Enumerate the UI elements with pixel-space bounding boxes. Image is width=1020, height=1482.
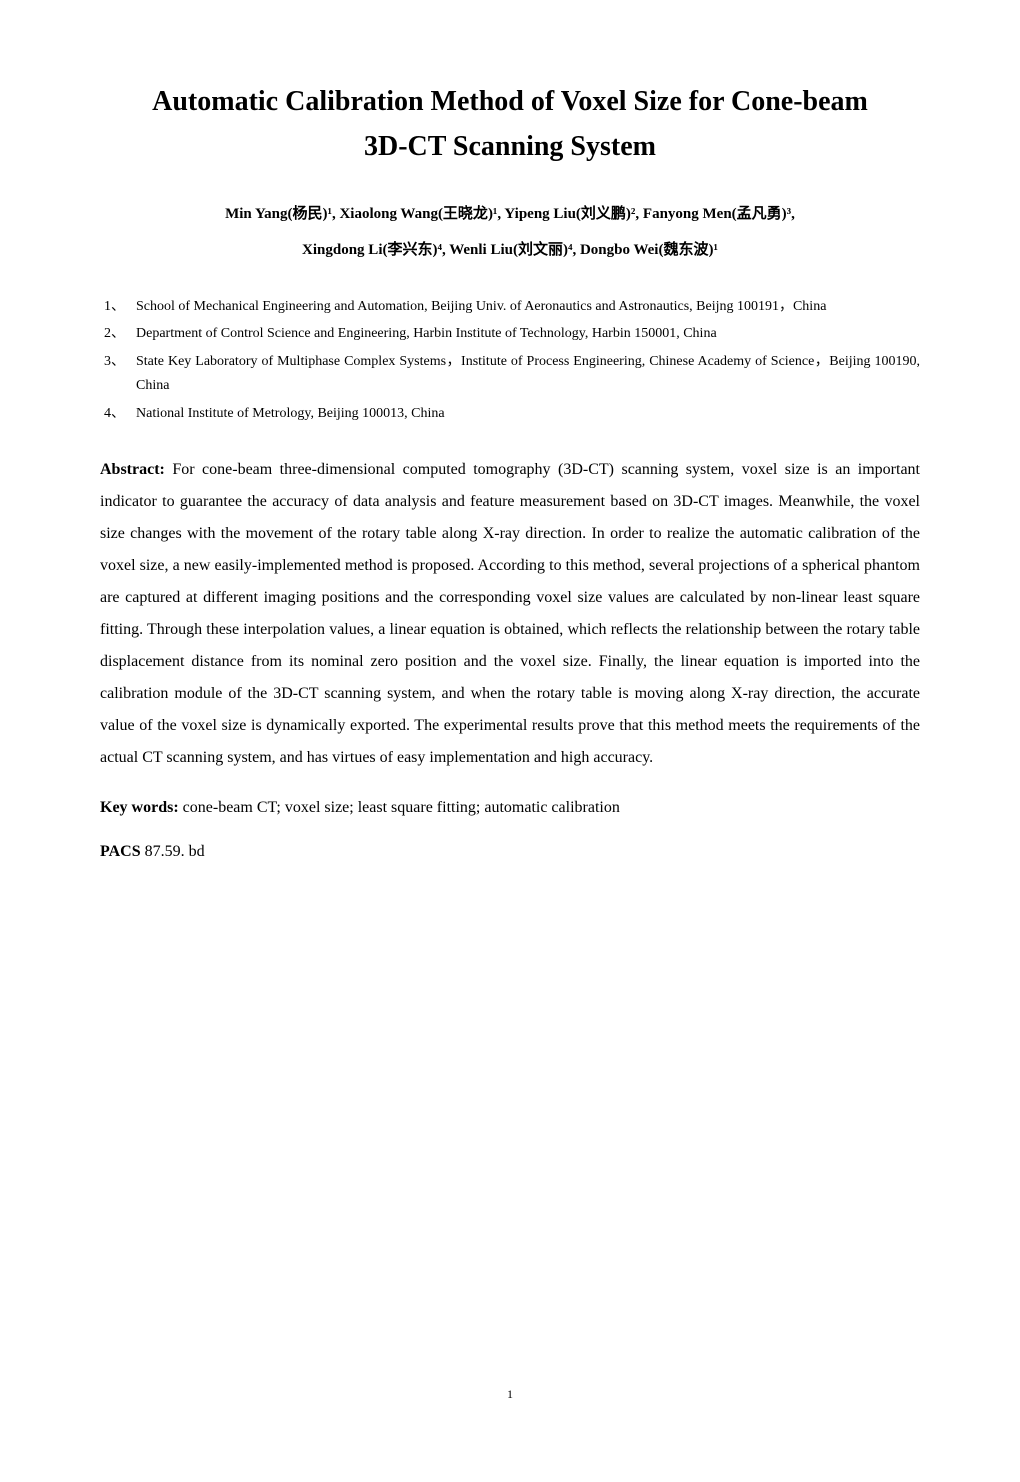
affiliation-item: 1、 School of Mechanical Engineering and … — [100, 295, 920, 319]
keywords-block: Key words: cone-beam CT; voxel size; lea… — [100, 792, 920, 824]
title-line-2: 3D-CT Scanning System — [364, 131, 656, 162]
affiliation-number: 1、 — [100, 295, 136, 319]
affiliation-text: National Institute of Metrology, Beijing… — [136, 402, 920, 426]
authors-line-1: Min Yang(杨民)¹, Xiaolong Wang(王晓龙)¹, Yipe… — [100, 200, 920, 229]
affiliation-item: 3、 State Key Laboratory of Multiphase Co… — [100, 350, 920, 398]
page-number: 1 — [507, 1387, 513, 1402]
affiliation-item: 2、 Department of Control Science and Eng… — [100, 322, 920, 346]
affiliation-text: Department of Control Science and Engine… — [136, 322, 920, 346]
keywords-label: Key words: — [100, 799, 183, 816]
affiliation-number: 4、 — [100, 402, 136, 426]
pacs-block: PACS 87.59. bd — [100, 836, 920, 868]
title-line-1: Automatic Calibration Method of Voxel Si… — [152, 86, 868, 117]
page-container: Automatic Calibration Method of Voxel Si… — [100, 80, 920, 1442]
abstract-body: For cone-beam three-dimensional computed… — [100, 461, 920, 766]
authors-line-2: Xingdong Li(李兴东)⁴, Wenli Liu(刘文丽)⁴, Dong… — [100, 236, 920, 265]
abstract-label: Abstract: — [100, 461, 172, 478]
pacs-label: PACS — [100, 843, 141, 860]
abstract-block: Abstract: For cone-beam three-dimensiona… — [100, 454, 920, 774]
paper-title: Automatic Calibration Method of Voxel Si… — [100, 80, 920, 170]
pacs-text: 87.59. bd — [141, 843, 205, 860]
affiliation-number: 2、 — [100, 322, 136, 346]
affiliation-item: 4、 National Institute of Metrology, Beij… — [100, 402, 920, 426]
affiliation-number: 3、 — [100, 350, 136, 398]
affiliations-block: 1、 School of Mechanical Engineering and … — [100, 295, 920, 426]
affiliation-text: School of Mechanical Engineering and Aut… — [136, 295, 920, 319]
keywords-text: cone-beam CT; voxel size; least square f… — [183, 799, 620, 816]
affiliation-text: State Key Laboratory of Multiphase Compl… — [136, 350, 920, 398]
